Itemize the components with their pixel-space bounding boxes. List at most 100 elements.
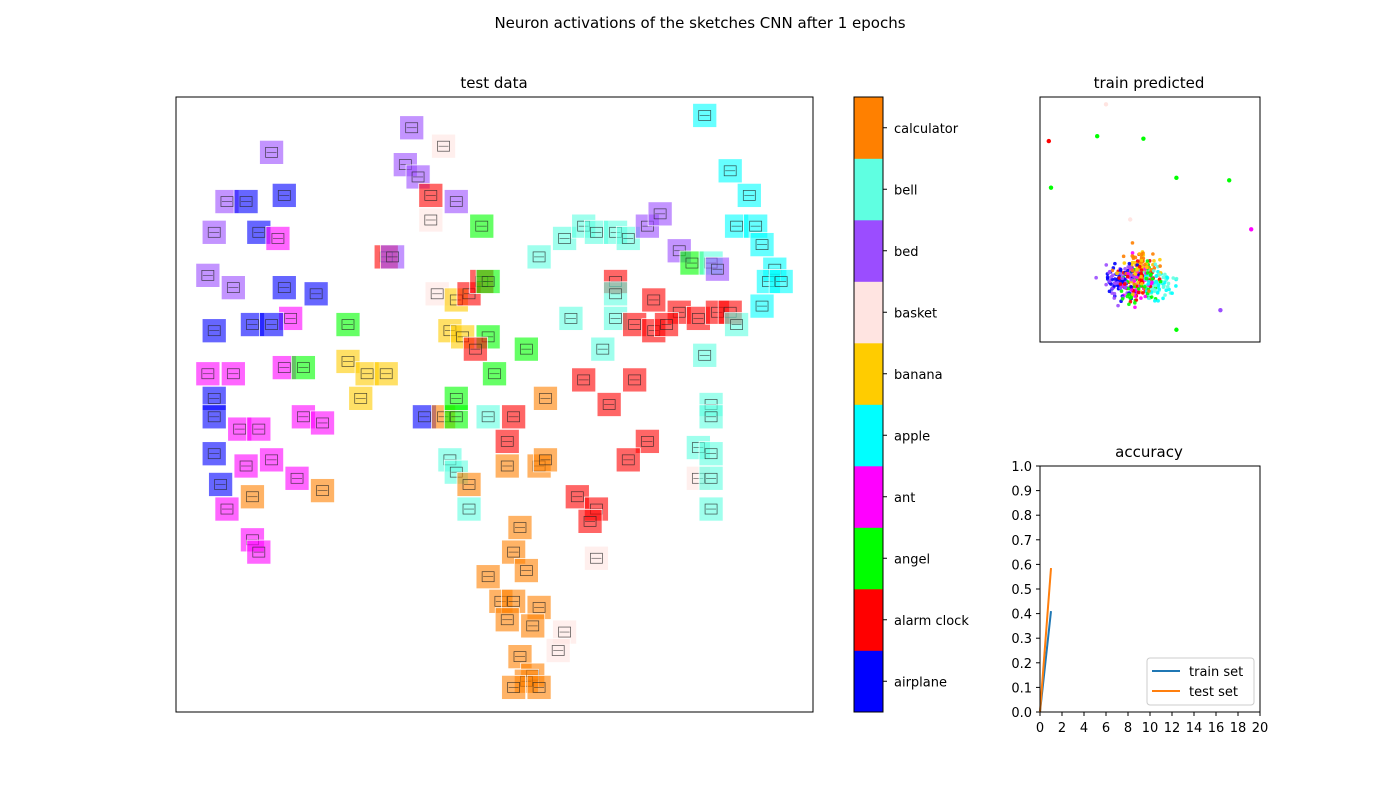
- train-cluster-point-calculator: [1147, 289, 1151, 293]
- point-angel-18: [291, 355, 316, 380]
- train-predicted-panel: train predicted: [1039, 74, 1261, 343]
- y-tick-label-0.7: 0.7: [1011, 534, 1032, 549]
- point-ant-16: [220, 361, 246, 387]
- colorbar-label-banana: banana: [894, 368, 943, 383]
- train-cluster-point-bed: [1123, 267, 1127, 271]
- point-basket-46: [418, 207, 444, 233]
- accuracy-frame: [1039, 465, 1261, 713]
- point-bell-65: [475, 404, 501, 430]
- train-cluster-point-ant: [1132, 279, 1137, 283]
- train-cluster-point-calculator: [1132, 282, 1136, 286]
- colorbar-label-angel: angel: [894, 552, 930, 567]
- train-cluster-point-bed: [1107, 269, 1112, 274]
- point-bed-7: [195, 263, 221, 288]
- point-airplane-12: [201, 318, 227, 344]
- train-cluster-point-bell: [1165, 284, 1170, 289]
- accuracy-ticks: 0.0 0.1 0.2 0.3 0.4 0.5 0.6 0.7 0.8 0.9 1.0 0 2 4 6 8 10…: [1011, 460, 1268, 736]
- point-airplane-9: [271, 275, 297, 300]
- point-ant-6: [265, 226, 291, 251]
- train-cluster-point-angel: [1133, 301, 1137, 305]
- train-cluster-point-angel: [1144, 276, 1149, 281]
- point-airplane-20: [201, 404, 227, 430]
- train-cluster-point-apple: [1165, 276, 1170, 280]
- train-cluster-point-calculator: [1110, 268, 1115, 273]
- legend-train-label: train set: [1189, 665, 1243, 680]
- train-cluster-point-bed: [1104, 263, 1109, 267]
- train-cluster-point-angel: [1149, 272, 1153, 277]
- train-cluster-point-alarm-clock: [1139, 268, 1144, 272]
- accuracy-legend: train set test set: [1146, 657, 1255, 706]
- point-bed-104: [705, 256, 730, 282]
- train-cluster-point-alarm-clock: [1141, 291, 1145, 295]
- train-cluster-point-apple: [1146, 279, 1151, 284]
- point-apple-140: [749, 232, 775, 257]
- train-outlier-basket-0: [1103, 102, 1109, 107]
- point-bell-112: [724, 312, 749, 337]
- colorbar-labels: airplane alarm clock angel ant apple banana ba…: [883, 122, 969, 690]
- colorbar-segment-airplane: [854, 650, 883, 713]
- train-cluster-point-angel: [1149, 295, 1154, 299]
- train-cluster-point-ant: [1133, 305, 1137, 310]
- point-calculator-67: [533, 386, 558, 411]
- train-cluster-point-banana: [1133, 272, 1138, 276]
- colorbar-segment-angel: [854, 527, 883, 590]
- train-cluster-point-airplane: [1113, 277, 1117, 281]
- train-cluster-point-airplane: [1113, 261, 1117, 266]
- train-cluster-point-ant: [1130, 251, 1135, 255]
- train-cluster-point-apple: [1170, 291, 1174, 295]
- colorbar: airplane alarm clock angel ant apple banana ba…: [853, 96, 969, 713]
- x-tick-label-2: 2: [1058, 721, 1066, 736]
- train-predicted-frame: [1039, 96, 1261, 343]
- train-cluster-point-apple: [1155, 291, 1160, 295]
- train-cluster-point-apple: [1156, 284, 1161, 288]
- train-cluster-point-angel: [1120, 296, 1125, 301]
- train-cluster-point-bed: [1109, 274, 1114, 279]
- point-basket-86: [545, 638, 571, 663]
- train-predicted-points: [1046, 102, 1254, 332]
- test-data-panel: test data: [175, 74, 814, 713]
- point-bed-100: [647, 201, 673, 227]
- point-bell-118: [590, 336, 616, 362]
- point-basket-41: [431, 133, 456, 159]
- x-tick-label-14: 14: [1186, 721, 1203, 736]
- train-cluster-point-angel: [1136, 287, 1141, 291]
- point-banana-38: [373, 361, 399, 387]
- test-data-frame: [175, 96, 814, 713]
- train-cluster-point-bell: [1151, 269, 1156, 273]
- test-data-points: [195, 103, 794, 700]
- y-tick-label-0.2: 0.2: [1011, 657, 1032, 672]
- point-airplane-3: [271, 183, 297, 208]
- train-cluster-point-bell: [1174, 276, 1179, 281]
- train-cluster-point-banana: [1130, 260, 1135, 265]
- point-calculator-31: [310, 478, 335, 503]
- train-cluster-point-angel: [1127, 292, 1131, 297]
- train-cluster-point-bell: [1171, 276, 1176, 280]
- y-tick-label-0.1: 0.1: [1011, 681, 1032, 696]
- train-cluster-point-airplane: [1107, 289, 1112, 294]
- train-cluster-point-calculator: [1133, 255, 1138, 260]
- y-tick-label-0.9: 0.9: [1011, 485, 1032, 500]
- point-bed-45: [443, 189, 469, 214]
- figure-suptitle: Neuron activations of the sketches CNN a…: [494, 14, 905, 32]
- train-cluster-point-bed: [1094, 275, 1098, 280]
- point-ant-27: [259, 447, 284, 473]
- train-cluster-point-alarm-clock: [1118, 282, 1123, 286]
- point-ant-32: [214, 496, 240, 522]
- x-tick-label-12: 12: [1164, 721, 1181, 736]
- point-alarm-clock-122: [622, 367, 647, 393]
- train-cluster-point-banana: [1139, 274, 1143, 279]
- train-cluster-point-bell: [1161, 275, 1166, 280]
- train-cluster-point-bed: [1118, 286, 1123, 290]
- colorbar-label-bell: bell: [894, 183, 917, 198]
- train-cluster-point-calculator: [1152, 266, 1157, 270]
- y-tick-label-0.0: 0.0: [1011, 706, 1032, 721]
- train-cluster-point-bed: [1107, 279, 1112, 284]
- point-ant-28: [284, 465, 310, 491]
- train-cluster-point-calculator: [1151, 252, 1155, 256]
- point-bell-130: [698, 465, 724, 491]
- train-cluster-point-alarm-clock: [1139, 271, 1144, 276]
- train-outlier-angel-3: [1141, 136, 1146, 141]
- point-apple-144: [749, 293, 775, 319]
- train-cluster-point-bed: [1112, 296, 1117, 300]
- colorbar-segment-banana: [854, 343, 883, 405]
